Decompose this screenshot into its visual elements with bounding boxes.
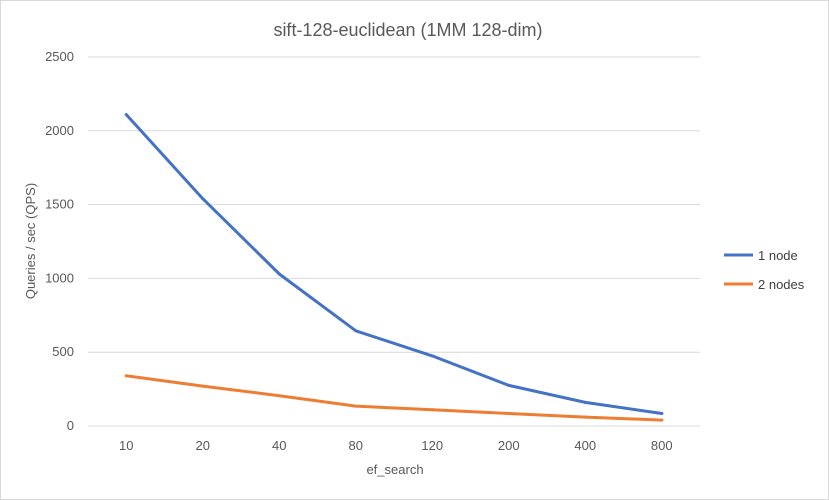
data-point bbox=[277, 272, 281, 276]
data-point bbox=[430, 354, 434, 358]
data-point bbox=[507, 411, 511, 415]
x-tick-label: 120 bbox=[421, 438, 443, 453]
y-tick-label: 0 bbox=[67, 418, 74, 433]
y-tick-label: 2500 bbox=[45, 49, 74, 64]
x-tick-label: 400 bbox=[574, 438, 596, 453]
data-point bbox=[430, 408, 434, 412]
data-point bbox=[277, 394, 281, 398]
x-tick-label: 80 bbox=[349, 438, 363, 453]
data-point bbox=[354, 404, 358, 408]
x-tick-label: 40 bbox=[272, 438, 286, 453]
legend: 1 node 2 nodes bbox=[724, 248, 805, 292]
data-point bbox=[201, 197, 205, 201]
data-point bbox=[507, 383, 511, 387]
chart-title: sift-128-euclidean (1MM 128-dim) bbox=[273, 20, 542, 40]
gridlines bbox=[88, 56, 700, 427]
y-tick-label: 500 bbox=[52, 344, 74, 359]
y-tick-label: 2000 bbox=[45, 123, 74, 138]
data-point bbox=[583, 400, 587, 404]
x-axis-label: ef_search bbox=[366, 462, 423, 477]
legend-label: 2 nodes bbox=[758, 277, 805, 292]
x-tick-label: 10 bbox=[119, 438, 133, 453]
data-point bbox=[124, 374, 128, 378]
data-point bbox=[354, 329, 358, 333]
data-point bbox=[201, 384, 205, 388]
x-tick-label: 20 bbox=[196, 438, 210, 453]
x-tick-label: 800 bbox=[651, 438, 673, 453]
series-line-1 bbox=[124, 113, 664, 415]
legend-label: 1 node bbox=[758, 248, 798, 263]
y-tick-label: 1500 bbox=[45, 197, 74, 212]
legend-item: 2 nodes bbox=[724, 277, 805, 292]
y-axis-ticks: 0 500 1000 1500 2000 2500 bbox=[45, 49, 74, 433]
x-tick-label: 200 bbox=[498, 438, 520, 453]
series-lines bbox=[124, 113, 664, 422]
legend-item: 1 node bbox=[724, 248, 798, 263]
x-axis-ticks: 10 20 40 80 120 200 400 800 bbox=[119, 438, 673, 453]
series-line-2 bbox=[124, 374, 664, 422]
data-point bbox=[660, 418, 664, 422]
y-axis-label: Queries / sec (QPS) bbox=[23, 183, 38, 299]
data-point bbox=[124, 113, 128, 117]
data-point bbox=[660, 411, 664, 415]
y-tick-label: 1000 bbox=[45, 270, 74, 285]
data-point bbox=[583, 415, 587, 419]
